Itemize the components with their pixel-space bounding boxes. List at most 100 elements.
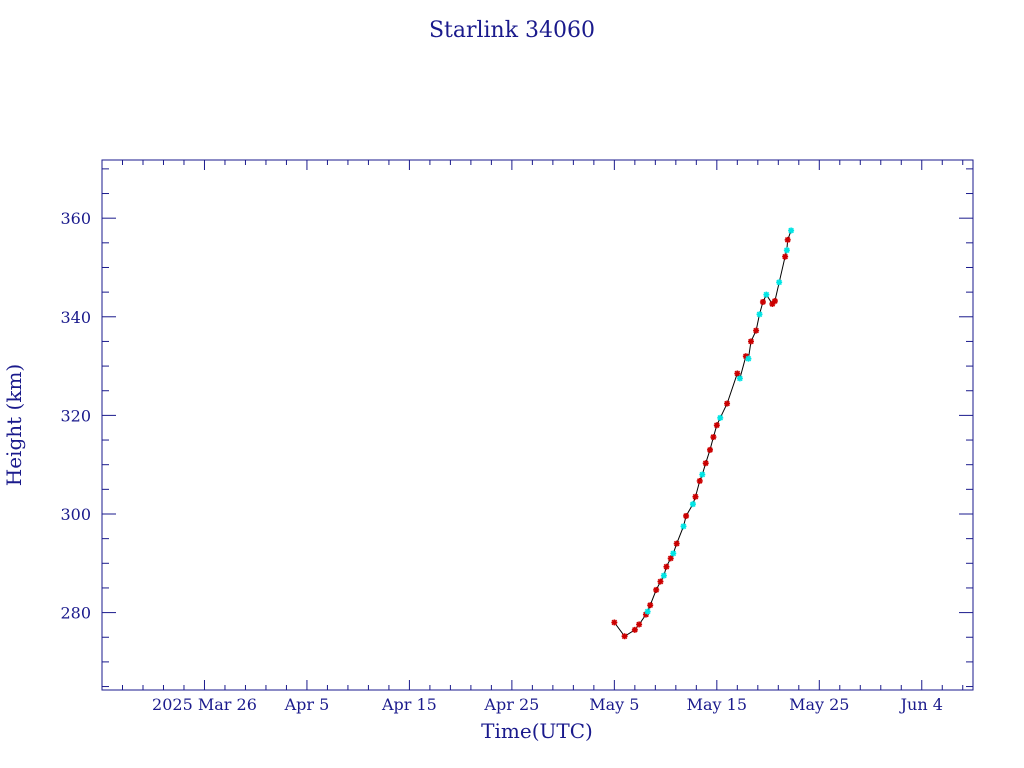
cyan-data-point <box>745 355 752 362</box>
cyan-data-point <box>680 523 687 530</box>
y-tick-labels: 280 300 320 340 360 <box>60 209 91 622</box>
red-data-point <box>706 446 713 453</box>
marker-stroke <box>717 415 724 421</box>
x-axis-label: Time(UTC) <box>481 719 593 743</box>
marker-stroke <box>756 311 763 318</box>
marker-stroke <box>748 338 754 345</box>
x-tick-label: Apr 25 <box>483 695 539 714</box>
marker-stroke <box>673 540 680 547</box>
marker-stroke <box>636 621 642 628</box>
x-tick-label: May 15 <box>687 695 747 714</box>
marker-stroke <box>784 237 791 243</box>
x-tick-labels: 2025 Mar 26 Apr 5 Apr 15 Apr 25 May 5 May 15 M… <box>152 695 943 714</box>
cyan-data-point <box>736 375 743 382</box>
marker-stroke <box>692 493 699 500</box>
red-data-point <box>713 422 720 429</box>
marker-stroke <box>696 478 703 484</box>
marker-stroke <box>647 602 654 609</box>
marker-stroke <box>632 627 638 633</box>
y-axis-label: Height (km) <box>2 364 26 486</box>
marker-stroke <box>737 375 743 382</box>
cyan-data-point <box>756 311 763 318</box>
marker-stroke <box>707 447 713 453</box>
red-data-point <box>667 555 674 562</box>
red-data-point <box>647 602 654 609</box>
marker-stroke <box>734 370 741 377</box>
marker-stroke <box>690 501 696 507</box>
x-tick-label: May 25 <box>789 695 849 714</box>
marker-stroke <box>653 587 660 593</box>
cyan-data-point <box>660 572 667 579</box>
marker-stroke <box>663 563 670 570</box>
red-data-point <box>702 460 709 467</box>
red-data-point <box>782 253 789 260</box>
cyan-data-point <box>763 291 770 298</box>
chart-title: Starlink 34060 <box>429 18 595 43</box>
y-tick-label: 280 <box>60 604 91 623</box>
marker-stroke <box>710 434 717 440</box>
x-tick-label: Apr 5 <box>284 695 330 714</box>
cyan-data-point <box>776 279 783 286</box>
y-tick-label: 320 <box>60 406 91 425</box>
data-points <box>611 227 795 640</box>
marker-stroke <box>760 299 766 305</box>
red-data-point <box>784 236 791 243</box>
x-tick-label: May 5 <box>589 695 639 714</box>
marker-stroke <box>753 327 759 334</box>
y-tick-label: 340 <box>60 308 91 327</box>
marker-stroke <box>784 247 790 254</box>
marker-stroke <box>763 291 770 298</box>
red-data-point <box>673 540 680 547</box>
height-trace-line <box>613 230 792 637</box>
red-data-point <box>621 633 628 640</box>
red-data-point <box>759 298 766 305</box>
red-data-point <box>611 619 618 626</box>
red-data-point <box>683 512 690 519</box>
marker-stroke <box>788 227 794 234</box>
marker-stroke <box>699 471 706 478</box>
x-tick-label: Jun 4 <box>899 695 943 714</box>
marker-stroke <box>776 279 782 286</box>
marker-stroke <box>667 555 674 562</box>
red-data-point <box>769 300 776 307</box>
red-data-point <box>692 493 699 500</box>
red-data-point <box>696 477 703 484</box>
marker-stroke <box>714 422 720 429</box>
red-data-point <box>663 563 670 570</box>
marker-stroke <box>670 550 677 557</box>
cyan-data-point <box>670 550 677 557</box>
marker-stroke <box>644 608 651 615</box>
marker-stroke <box>661 572 667 579</box>
axis-ticks <box>101 160 973 690</box>
red-data-point <box>657 578 664 585</box>
marker-stroke <box>724 400 730 407</box>
marker-stroke <box>745 355 752 362</box>
red-data-point <box>710 434 717 441</box>
marker-stroke <box>621 633 628 640</box>
y-tick-label: 360 <box>60 209 91 228</box>
cyan-data-point <box>644 608 651 615</box>
red-data-point <box>771 298 778 305</box>
cyan-data-point <box>689 501 696 508</box>
marker-stroke <box>772 298 778 304</box>
marker-stroke <box>702 460 709 467</box>
marker-stroke <box>743 353 749 360</box>
red-data-point <box>753 327 760 334</box>
cyan-data-point <box>717 414 724 421</box>
red-data-point <box>747 338 754 345</box>
x-tick-label: 2025 Mar 26 <box>152 695 257 714</box>
marker-stroke <box>782 253 788 260</box>
red-data-point <box>636 621 643 628</box>
red-data-point <box>653 586 660 593</box>
plot-frame <box>101 159 974 691</box>
red-data-point <box>734 370 741 377</box>
marker-stroke <box>683 513 689 519</box>
x-tick-label: Apr 15 <box>381 695 437 714</box>
red-data-point <box>724 400 731 407</box>
red-data-point <box>631 626 638 633</box>
marker-stroke <box>611 619 618 626</box>
cyan-data-point <box>788 227 795 234</box>
cyan-data-point <box>783 247 790 254</box>
marker-stroke <box>680 523 687 530</box>
